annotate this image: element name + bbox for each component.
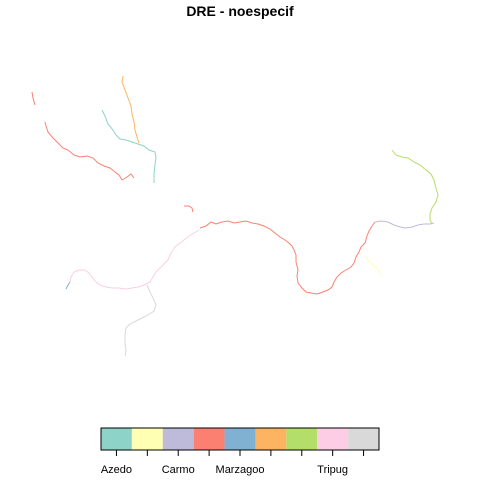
legend-swatch [224,428,256,450]
river-segment-northwest-lower [44,121,135,181]
legend-ticks [115,450,365,456]
legend-labels: Azedo Carmo Marzagoo Tripug [101,464,348,476]
river-segment-blue [65,281,71,290]
river-segment-main [199,220,376,295]
legend-swatch [286,428,318,450]
legend-swatch [193,428,225,450]
legend-swatch [131,428,163,450]
river-segment-orange [121,75,140,144]
river-segment-red-tick [184,205,194,213]
legend-swatch [162,428,194,450]
river-segment-grey [124,284,157,357]
river-segment-yellow [365,257,382,277]
river-network [31,75,439,357]
legend-label: Azedo [101,464,132,476]
legend-swatch [101,428,132,450]
legend-swatch [317,428,349,450]
color-legend: Azedo Carmo Marzagoo Tripug [100,427,380,476]
river-segment-teal [101,109,157,183]
legend-swatch [255,428,287,450]
legend-swatch [348,428,379,450]
map-title: DRE - noespecif [186,3,294,19]
river-segment-green [391,149,439,225]
river-segment-northwest [31,91,36,106]
legend-swatches [101,428,379,450]
legend-label: Marzagoo [216,464,265,476]
river-segment-pink [69,229,200,290]
legend-label: Tripug [317,464,348,476]
river-segment-lavender-east [374,220,435,229]
legend-frame [100,427,380,451]
legend-label: Carmo [162,464,195,476]
